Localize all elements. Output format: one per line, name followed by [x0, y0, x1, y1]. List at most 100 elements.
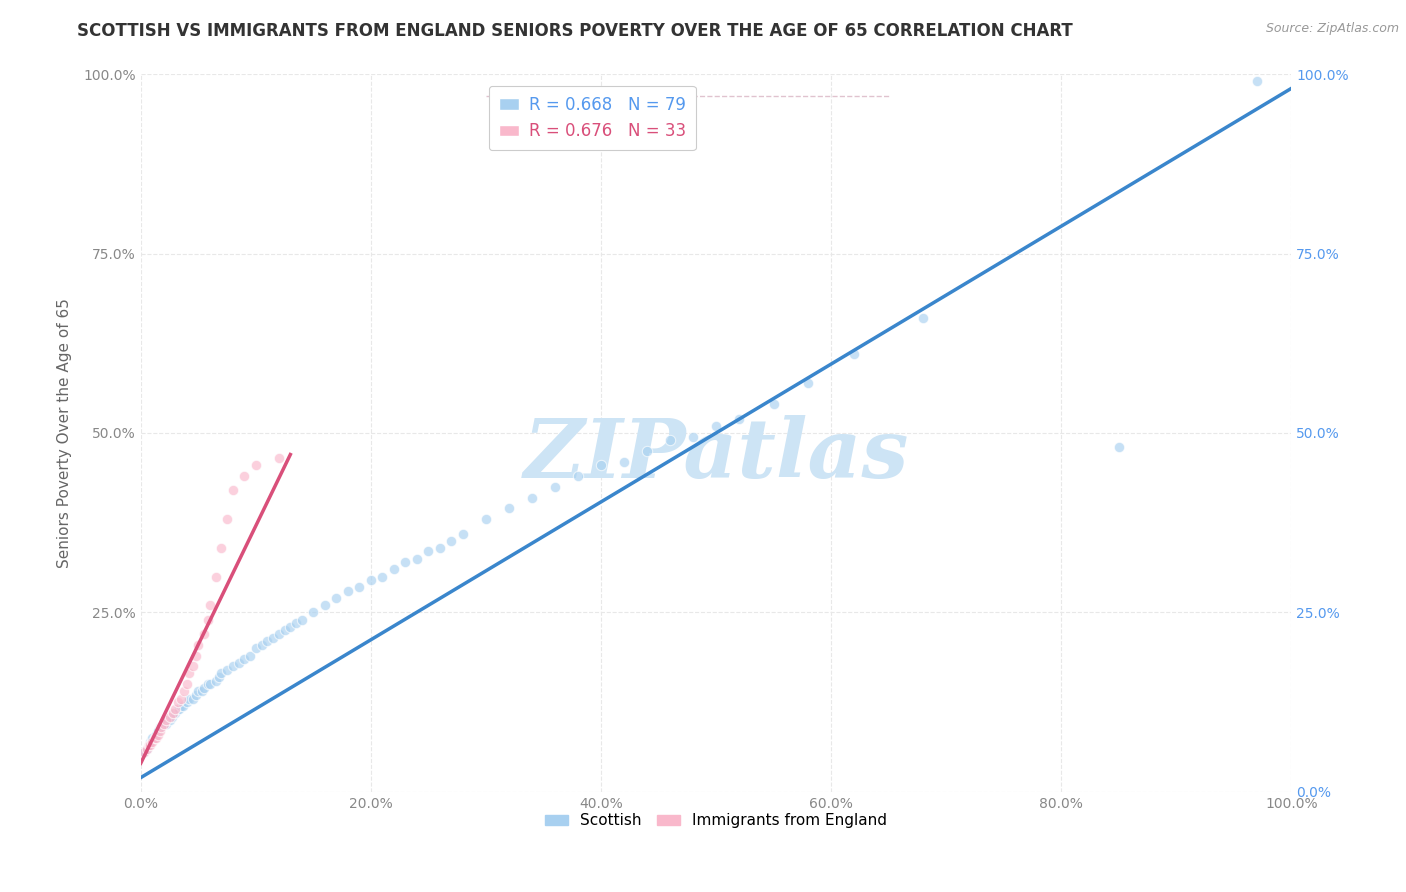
Point [162, 706, 184, 720]
Point [141, 735, 163, 749]
Point [682, 429, 704, 443]
Point [170, 698, 193, 713]
Point [184, 688, 207, 702]
Point [160, 709, 183, 723]
Point [273, 624, 295, 638]
Point [498, 501, 520, 516]
Point [139, 739, 162, 753]
Point [208, 670, 231, 684]
Point [176, 677, 198, 691]
Point [520, 491, 543, 505]
Point [1108, 441, 1130, 455]
Point [842, 347, 865, 361]
Point [145, 731, 167, 745]
Point [193, 681, 215, 695]
Point [166, 695, 188, 709]
Point [190, 684, 212, 698]
Point [156, 713, 179, 727]
Point [155, 713, 177, 727]
Point [222, 659, 245, 673]
Point [143, 731, 166, 745]
Point [149, 723, 172, 738]
Point [184, 648, 207, 663]
Point [613, 455, 636, 469]
Point [912, 311, 935, 326]
Point [204, 673, 226, 688]
Point [198, 677, 221, 691]
Point [193, 627, 215, 641]
Point [198, 599, 221, 613]
Point [659, 433, 682, 447]
Point [451, 526, 474, 541]
Point [262, 631, 284, 645]
Point [187, 638, 209, 652]
Point [349, 580, 371, 594]
Point [250, 638, 273, 652]
Point [159, 709, 181, 723]
Point [150, 720, 173, 734]
Point [245, 458, 267, 473]
Point [239, 648, 262, 663]
Point [325, 591, 347, 606]
Point [149, 720, 172, 734]
Point [215, 663, 238, 677]
Point [394, 555, 416, 569]
Point [475, 512, 498, 526]
Point [267, 627, 290, 641]
Point [233, 652, 256, 666]
Point [135, 742, 157, 756]
Point [222, 483, 245, 498]
Point [150, 720, 173, 734]
Point [181, 691, 204, 706]
Point [165, 702, 187, 716]
Point [155, 716, 177, 731]
Point [146, 723, 169, 738]
Point [336, 583, 359, 598]
Point [152, 716, 174, 731]
Point [728, 411, 751, 425]
Point [371, 569, 394, 583]
Point [256, 634, 278, 648]
Legend: Scottish, Immigrants from England: Scottish, Immigrants from England [538, 807, 893, 835]
Point [177, 666, 200, 681]
Point [143, 731, 166, 745]
Point [197, 677, 219, 691]
Point [176, 695, 198, 709]
Point [209, 541, 232, 555]
Point [440, 533, 463, 548]
Text: SCOTTISH VS IMMIGRANTS FROM ENGLAND SENIORS POVERTY OVER THE AGE OF 65 CORRELATI: SCOTTISH VS IMMIGRANTS FROM ENGLAND SENI… [77, 22, 1073, 40]
Point [589, 458, 612, 473]
Point [170, 691, 193, 706]
Point [429, 541, 451, 555]
Point [145, 727, 167, 741]
Point [138, 739, 160, 753]
Point [360, 573, 382, 587]
Point [209, 666, 232, 681]
Point [797, 376, 820, 390]
Point [228, 656, 250, 670]
Point [215, 512, 238, 526]
Y-axis label: Seniors Poverty Over the Age of 65: Seniors Poverty Over the Age of 65 [58, 298, 72, 568]
Point [159, 713, 181, 727]
Point [567, 469, 589, 483]
Point [1246, 74, 1268, 88]
Point [138, 739, 160, 753]
Point [204, 569, 226, 583]
Point [267, 451, 290, 466]
Point [135, 742, 157, 756]
Point [314, 599, 336, 613]
Point [245, 641, 267, 656]
Point [177, 691, 200, 706]
Point [181, 659, 204, 673]
Point [762, 397, 785, 411]
Point [134, 746, 156, 760]
Point [172, 698, 194, 713]
Text: Source: ZipAtlas.com: Source: ZipAtlas.com [1265, 22, 1399, 36]
Point [173, 684, 195, 698]
Point [165, 706, 187, 720]
Point [233, 469, 256, 483]
Point [139, 735, 162, 749]
Point [146, 727, 169, 741]
Point [197, 613, 219, 627]
Point [636, 444, 658, 458]
